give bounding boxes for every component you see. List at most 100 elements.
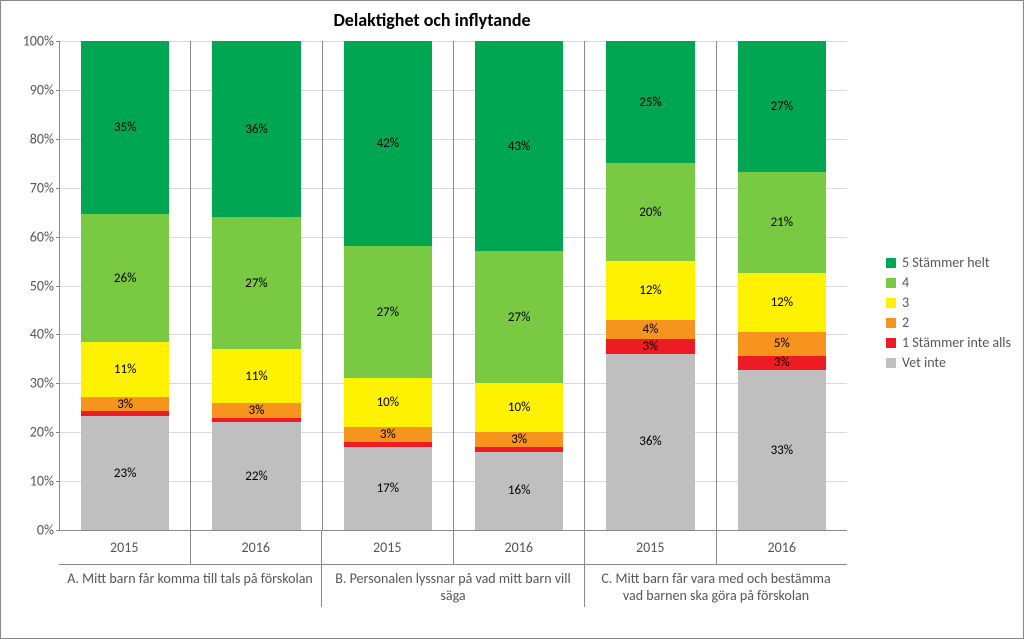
legend: 5 Stämmer helt4321 Stämmer inte allsVet … <box>886 251 1011 374</box>
bar-segment-label: 36% <box>639 434 661 449</box>
x-axis-group-label: A. Mitt barn får komma till tals på förs… <box>59 565 322 607</box>
x-axis-groups-row: A. Mitt barn får komma till tals på förs… <box>59 565 847 607</box>
bar-segment-label: 12% <box>771 295 793 310</box>
legend-item: 4 <box>886 274 1011 291</box>
y-axis-label: 50% <box>30 277 60 294</box>
plot-area: 0%10%20%30%40%50%60%70%80%90%100% 23%3%1… <box>59 41 847 531</box>
bar-segment-label: 4% <box>643 322 659 337</box>
bars-layer: 23% 3% 11% 26% 35% 22% 3% 11% 27% 36% 17% 3% 10% 27% 4… <box>60 41 847 530</box>
y-axis-label: 60% <box>30 228 60 245</box>
bar-segment-s1: 3% <box>738 356 827 371</box>
legend-item: Vet inte <box>886 354 1011 371</box>
bar-segment-s1 <box>475 447 564 452</box>
x-axis-group-label: B. Personalen lyssnar på vad mitt barn v… <box>322 565 585 607</box>
bar-segment-s3: 11% <box>212 349 301 403</box>
x-axis-years-row: 201520162015201620152016 <box>59 531 847 565</box>
bar-segment-s1 <box>344 442 433 447</box>
legend-swatch <box>886 358 896 368</box>
x-axis: 201520162015201620152016 A. Mitt barn få… <box>59 531 847 607</box>
y-axis-label: 80% <box>30 130 60 147</box>
x-axis-year-label: 2015 <box>59 531 191 564</box>
bar-segment-label: 27% <box>377 305 399 320</box>
bar-segment-s2: 3% <box>344 427 433 442</box>
y-axis-label: 100% <box>23 33 60 50</box>
bar-segment-label: 27% <box>245 276 267 291</box>
bar-segment-s3: 12% <box>606 261 695 320</box>
bar-segment-label: 3% <box>117 397 133 412</box>
bar-segment-s2: 3% <box>81 397 170 412</box>
bar-segment-s3: 10% <box>475 383 564 432</box>
legend-swatch <box>886 318 896 328</box>
bar-segment-s4: 27% <box>212 217 301 349</box>
bar-segment-label: 43% <box>508 139 530 154</box>
bar-column: 36% 3% 4% 12% 20% 25% <box>585 41 716 530</box>
bar-group: 36% 3% 4% 12% 20% 25% 33% 3% 5% 12% 21% 27% <box>585 41 847 530</box>
bar-segment-label: 20% <box>639 205 661 220</box>
bar-segment-s5: 35% <box>81 41 170 214</box>
x-axis-year-label: 2016 <box>717 531 848 564</box>
legend-label: 5 Stämmer helt <box>902 254 990 271</box>
legend-item: 5 Stämmer helt <box>886 254 1011 271</box>
bar-segment-s3: 12% <box>738 273 827 331</box>
bar-segment-label: 3% <box>249 403 265 418</box>
bar-column: 17% 3% 10% 27% 42% <box>323 41 454 530</box>
bar-segment-s2: 5% <box>738 332 827 356</box>
stacked-bar: 33% 3% 5% 12% 21% 27% <box>738 41 827 530</box>
legend-item: 2 <box>886 314 1011 331</box>
bar-group: 17% 3% 10% 27% 42% 16% 3% 10% 27% 43% <box>323 41 586 530</box>
bar-segment-label: 26% <box>114 271 136 286</box>
bar-segment-label: 22% <box>245 469 267 484</box>
bar-segment-s2: 3% <box>212 403 301 418</box>
bar-segment-label: 21% <box>771 215 793 230</box>
chart-title: Delaktighet och inflytande <box>1 9 863 31</box>
bar-segment-s3: 10% <box>344 378 433 427</box>
x-axis-year-label: 2015 <box>322 531 454 564</box>
y-axis-label: 70% <box>30 179 60 196</box>
x-axis-year-label: 2016 <box>191 531 323 564</box>
y-axis-label: 0% <box>37 522 60 539</box>
bar-segment-s4: 20% <box>606 163 695 261</box>
legend-swatch <box>886 298 896 308</box>
bar-segment-vi: 23% <box>81 416 170 530</box>
bar-segment-s5: 25% <box>606 41 695 163</box>
bar-segment-label: 11% <box>114 362 136 377</box>
stacked-bar: 17% 3% 10% 27% 42% <box>344 41 433 530</box>
bar-segment-label: 10% <box>377 395 399 410</box>
bar-segment-label: 17% <box>377 481 399 496</box>
x-axis-year-label: 2015 <box>585 531 717 564</box>
bar-segment-label: 33% <box>771 443 793 458</box>
bar-segment-s4: 27% <box>344 246 433 378</box>
bar-segment-label: 10% <box>508 400 530 415</box>
bar-segment-label: 3% <box>774 355 790 370</box>
bar-segment-s5: 42% <box>344 41 433 246</box>
bar-segment-s5: 27% <box>738 41 827 172</box>
chart-container: Delaktighet och inflytande 0%10%20%30%40… <box>0 0 1024 639</box>
bar-segment-label: 3% <box>380 427 396 442</box>
legend-swatch <box>886 258 896 268</box>
legend-swatch <box>886 278 896 288</box>
bar-segment-s4: 27% <box>475 251 564 383</box>
bar-segment-s5: 43% <box>475 41 564 251</box>
bar-segment-label: 11% <box>245 369 267 384</box>
bar-segment-vi: 17% <box>344 447 433 530</box>
legend-label: 1 Stämmer inte alls <box>902 334 1011 351</box>
y-axis-label: 30% <box>30 375 60 392</box>
bar-segment-s4: 26% <box>81 214 170 342</box>
bar-segment-s5: 36% <box>212 41 301 217</box>
bar-column: 16%3%10%27%43% <box>454 41 584 530</box>
bar-segment-s1 <box>81 411 170 416</box>
stacked-bar: 16%3%10%27%43% <box>475 41 564 530</box>
bar-segment-vi: 16% <box>475 452 564 530</box>
bar-segment-label: 23% <box>114 466 136 481</box>
x-axis-year-label: 2016 <box>454 531 586 564</box>
bar-segment-s3: 11% <box>81 342 170 396</box>
bar-segment-vi: 36% <box>606 354 695 530</box>
bar-segment-s1: 3% <box>606 339 695 354</box>
bar-segment-label: 42% <box>377 136 399 151</box>
bar-segment-label: 5% <box>774 336 790 351</box>
y-axis-label: 20% <box>30 424 60 441</box>
legend-label: Vet inte <box>902 354 946 371</box>
bar-segment-label: 25% <box>639 95 661 110</box>
bar-segment-s1 <box>212 418 301 423</box>
bar-segment-label: 16% <box>508 483 530 498</box>
